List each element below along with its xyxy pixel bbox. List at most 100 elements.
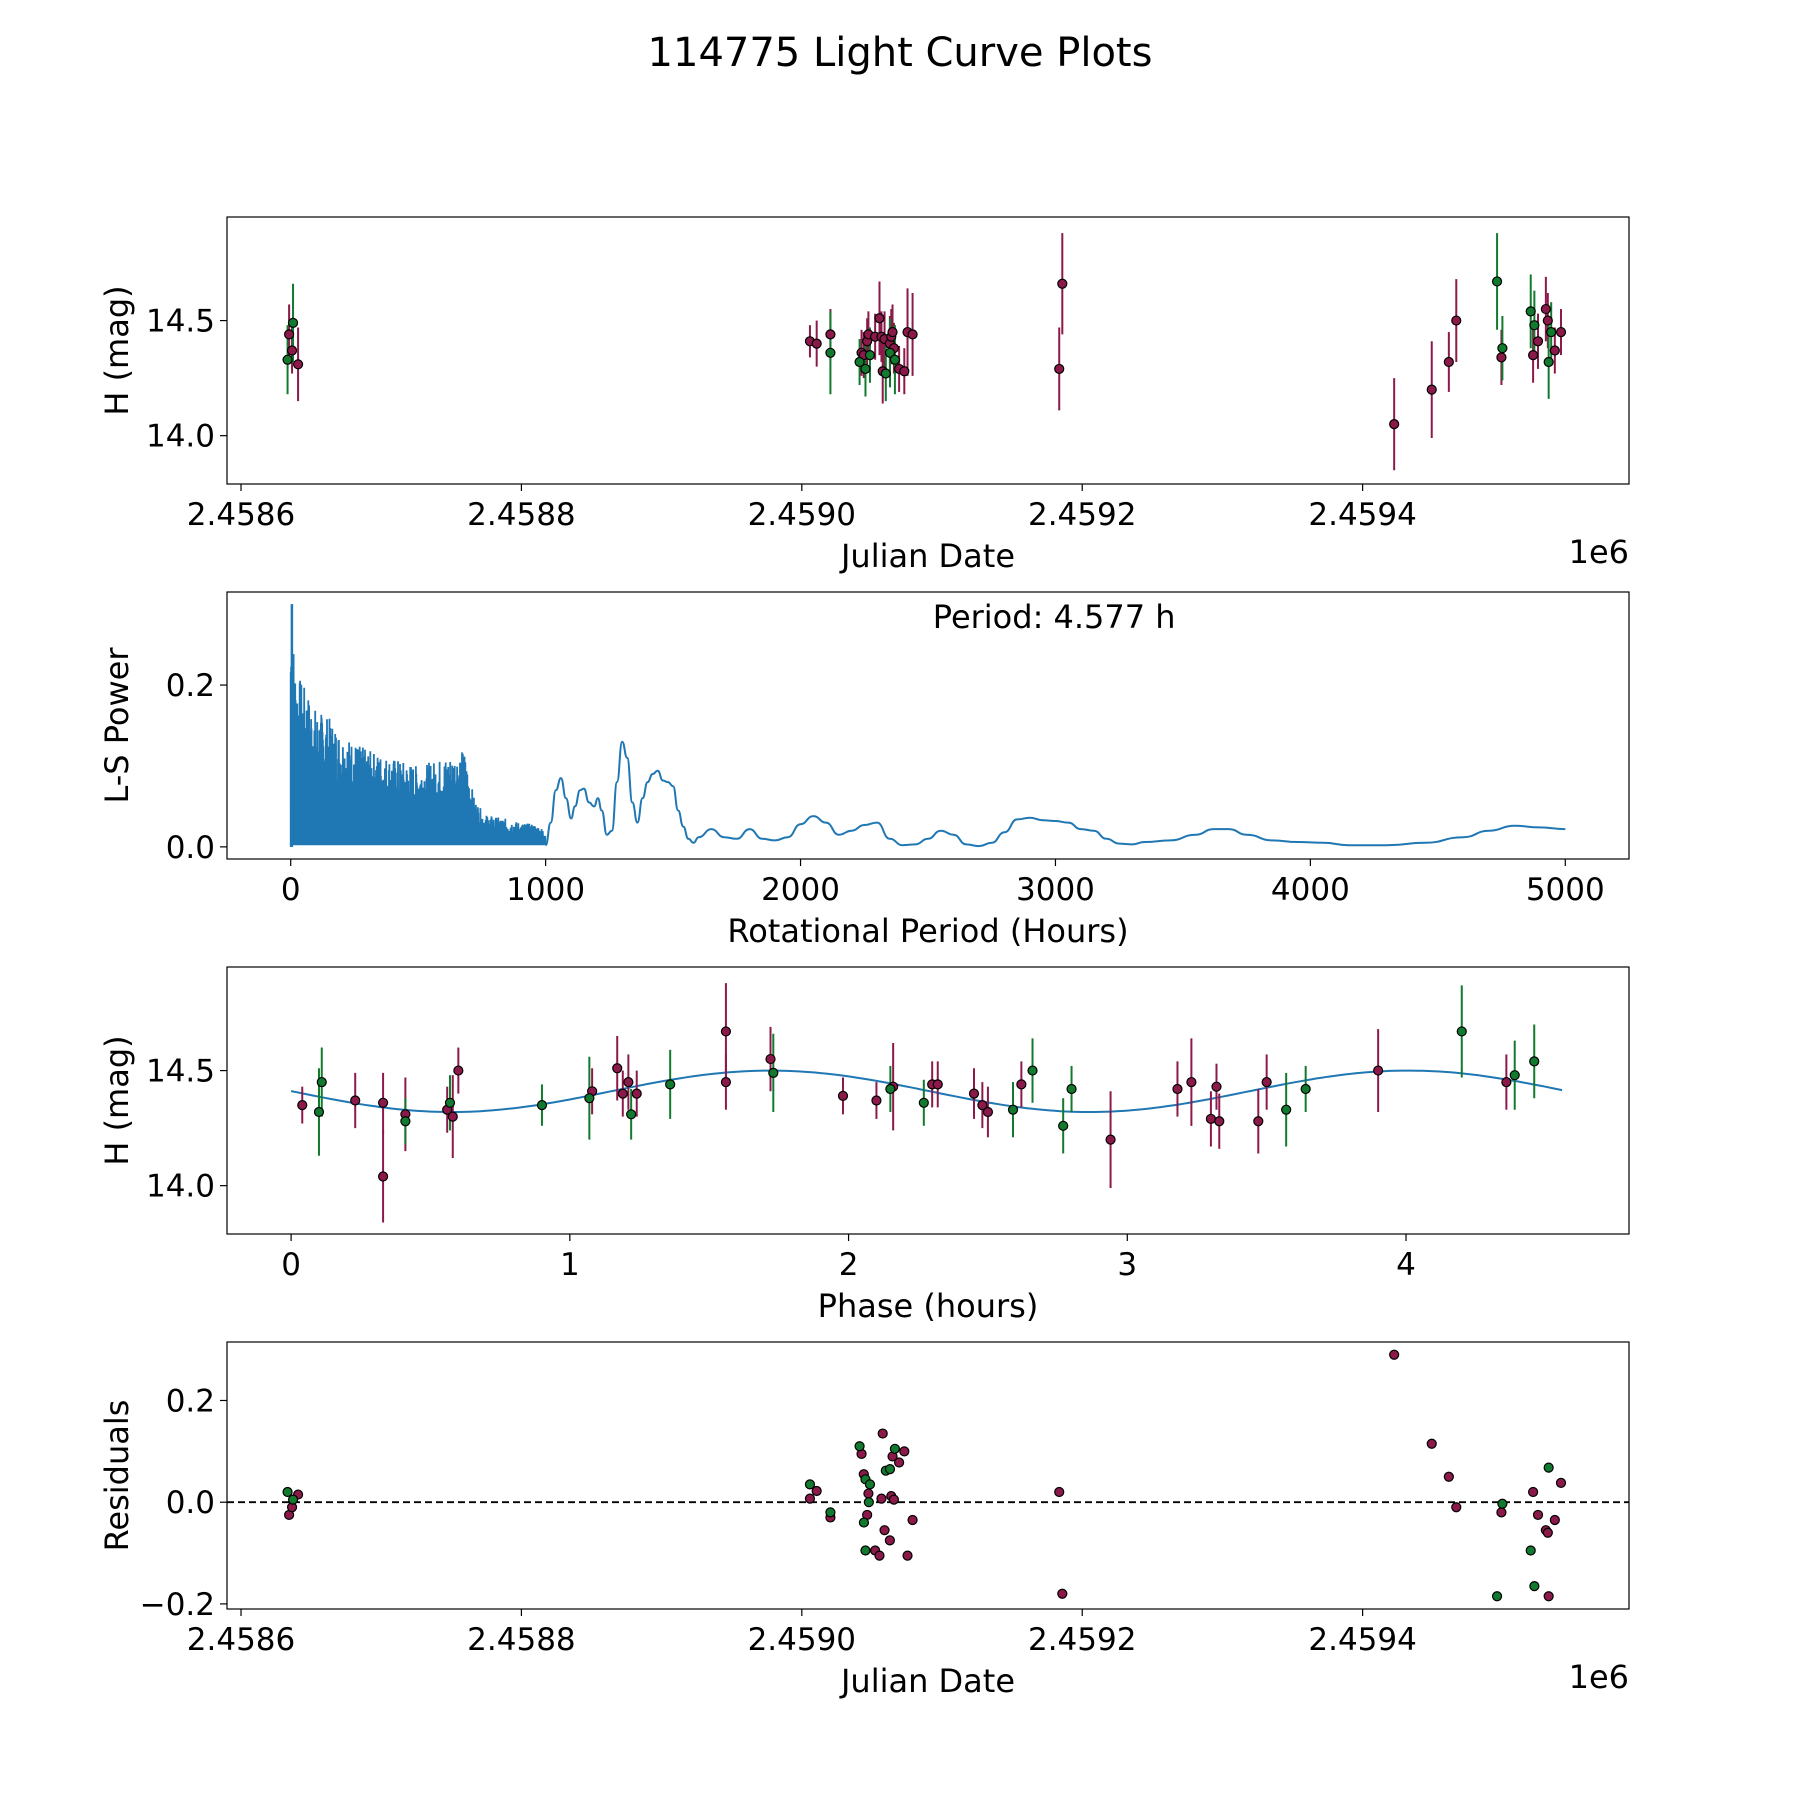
data-point [1543, 1591, 1554, 1602]
y-tick-label: 0.2 [166, 668, 215, 704]
data-point [889, 354, 901, 365]
x-tick-label: 2.4586 [187, 1622, 295, 1658]
data-point [825, 347, 836, 358]
data-point [1054, 1486, 1065, 1498]
y-tick-label: −0.2 [140, 1587, 215, 1623]
data-point [932, 1079, 943, 1090]
phased-panel: 0 1 2 3 4 14.0 14.5 Phase (hours) H (mag) [98, 966, 1630, 1325]
y-tick-label: 14.0 [146, 419, 215, 455]
data-point [1253, 1116, 1264, 1127]
data-point [1491, 1591, 1503, 1602]
figure-title: 114775 Light Curve Plots [648, 30, 1153, 76]
data-point [1543, 1462, 1554, 1473]
data-point [768, 1067, 779, 1078]
data-point [1456, 1026, 1467, 1037]
data-point [1172, 1083, 1183, 1095]
data-point [1389, 419, 1400, 430]
data-point [1211, 1081, 1222, 1092]
data-point [885, 1083, 896, 1095]
x-tick-label: 3000 [1016, 872, 1095, 908]
data-point [858, 1517, 870, 1528]
data-point [1555, 1477, 1567, 1488]
x-tick-label: 4 [1396, 1247, 1416, 1283]
lightcurve-axes-frame [226, 216, 1630, 485]
period-annotation: Period: 4.577 h [933, 598, 1176, 636]
model-fit-line [290, 1069, 1563, 1113]
data-point [1509, 1070, 1520, 1081]
data-point [444, 1097, 456, 1108]
data-point [1497, 343, 1508, 354]
data-point [860, 1545, 871, 1556]
data-point [1027, 1065, 1038, 1076]
data-point [447, 1111, 458, 1122]
x-tick-label: 2.4588 [467, 497, 575, 533]
data-point [1540, 303, 1551, 315]
y-tick-label: 0.0 [166, 830, 215, 866]
data-point [720, 1026, 732, 1037]
lightcurve-ylabel: H (mag) [98, 285, 136, 415]
x-tick-label: 2.4594 [1308, 497, 1416, 533]
data-point [888, 1494, 900, 1505]
data-point [1528, 1486, 1539, 1498]
data-point [1007, 1104, 1019, 1115]
phased-marks [290, 983, 1563, 1223]
x-tick-label: 0 [281, 872, 301, 908]
data-point [665, 1079, 676, 1090]
data-point [1057, 278, 1068, 289]
data-point [968, 1088, 980, 1099]
y-tick-label: 14.5 [146, 304, 215, 340]
residuals-x-offset: 1e6 [1569, 1658, 1629, 1696]
data-point [1105, 1134, 1116, 1145]
data-point [863, 1497, 874, 1508]
data-point [1443, 356, 1454, 368]
data-point [880, 368, 891, 379]
data-point [1497, 1498, 1508, 1509]
data-point [1261, 1076, 1272, 1088]
phased-ticks: 0 1 2 3 4 14.0 14.5 [146, 1054, 1416, 1283]
data-point [879, 1525, 890, 1536]
data-point [377, 1171, 389, 1182]
lightcurve-marks [282, 233, 1567, 471]
periodogram-line [544, 740, 1566, 848]
data-point [1496, 352, 1507, 363]
data-point [297, 1100, 308, 1111]
data-point [1542, 315, 1553, 326]
data-point [1186, 1076, 1197, 1088]
data-point [874, 313, 885, 324]
residuals-ylabel: Residuals [98, 1400, 136, 1552]
data-point [626, 1109, 637, 1120]
data-point [584, 1093, 595, 1104]
data-point [1546, 326, 1557, 338]
data-point [1016, 1079, 1027, 1090]
data-point [804, 1479, 816, 1490]
data-point [1373, 1065, 1384, 1076]
y-tick-label: 0.0 [166, 1485, 215, 1521]
data-point [1214, 1116, 1225, 1127]
data-point [1496, 1507, 1507, 1518]
residuals-xlabel: Julian Date [839, 1662, 1015, 1700]
x-tick-label: 3 [1117, 1247, 1137, 1283]
x-tick-label: 1000 [506, 872, 585, 908]
data-point [825, 1507, 836, 1518]
periodogram-noise-line [289, 654, 547, 847]
x-tick-label: 2.4594 [1308, 1622, 1416, 1658]
data-point [918, 1097, 929, 1108]
data-point [982, 1106, 994, 1118]
data-point [1491, 276, 1503, 287]
x-tick-label: 4000 [1271, 872, 1350, 908]
data-point [350, 1095, 361, 1106]
data-point [863, 1488, 874, 1499]
data-point [977, 1100, 988, 1111]
data-point [854, 1441, 865, 1452]
data-point [453, 1065, 464, 1076]
data-point [1300, 1083, 1311, 1095]
data-point [1528, 350, 1539, 361]
data-point [1543, 356, 1554, 368]
residuals-panel: 2.4586 2.4588 2.4590 2.4592 2.4594 −0.2 0.0 0.2… [98, 1341, 1630, 1700]
lightcurve-xlabel: Julian Date [839, 537, 1015, 575]
data-point [854, 356, 865, 368]
periodogram-ticks: 0 1000 2000 3000 4000 5000 0.0 0.2 [166, 668, 1605, 908]
data-point [1054, 363, 1065, 375]
x-tick-label: 2 [839, 1247, 859, 1283]
data-point [889, 1443, 901, 1454]
